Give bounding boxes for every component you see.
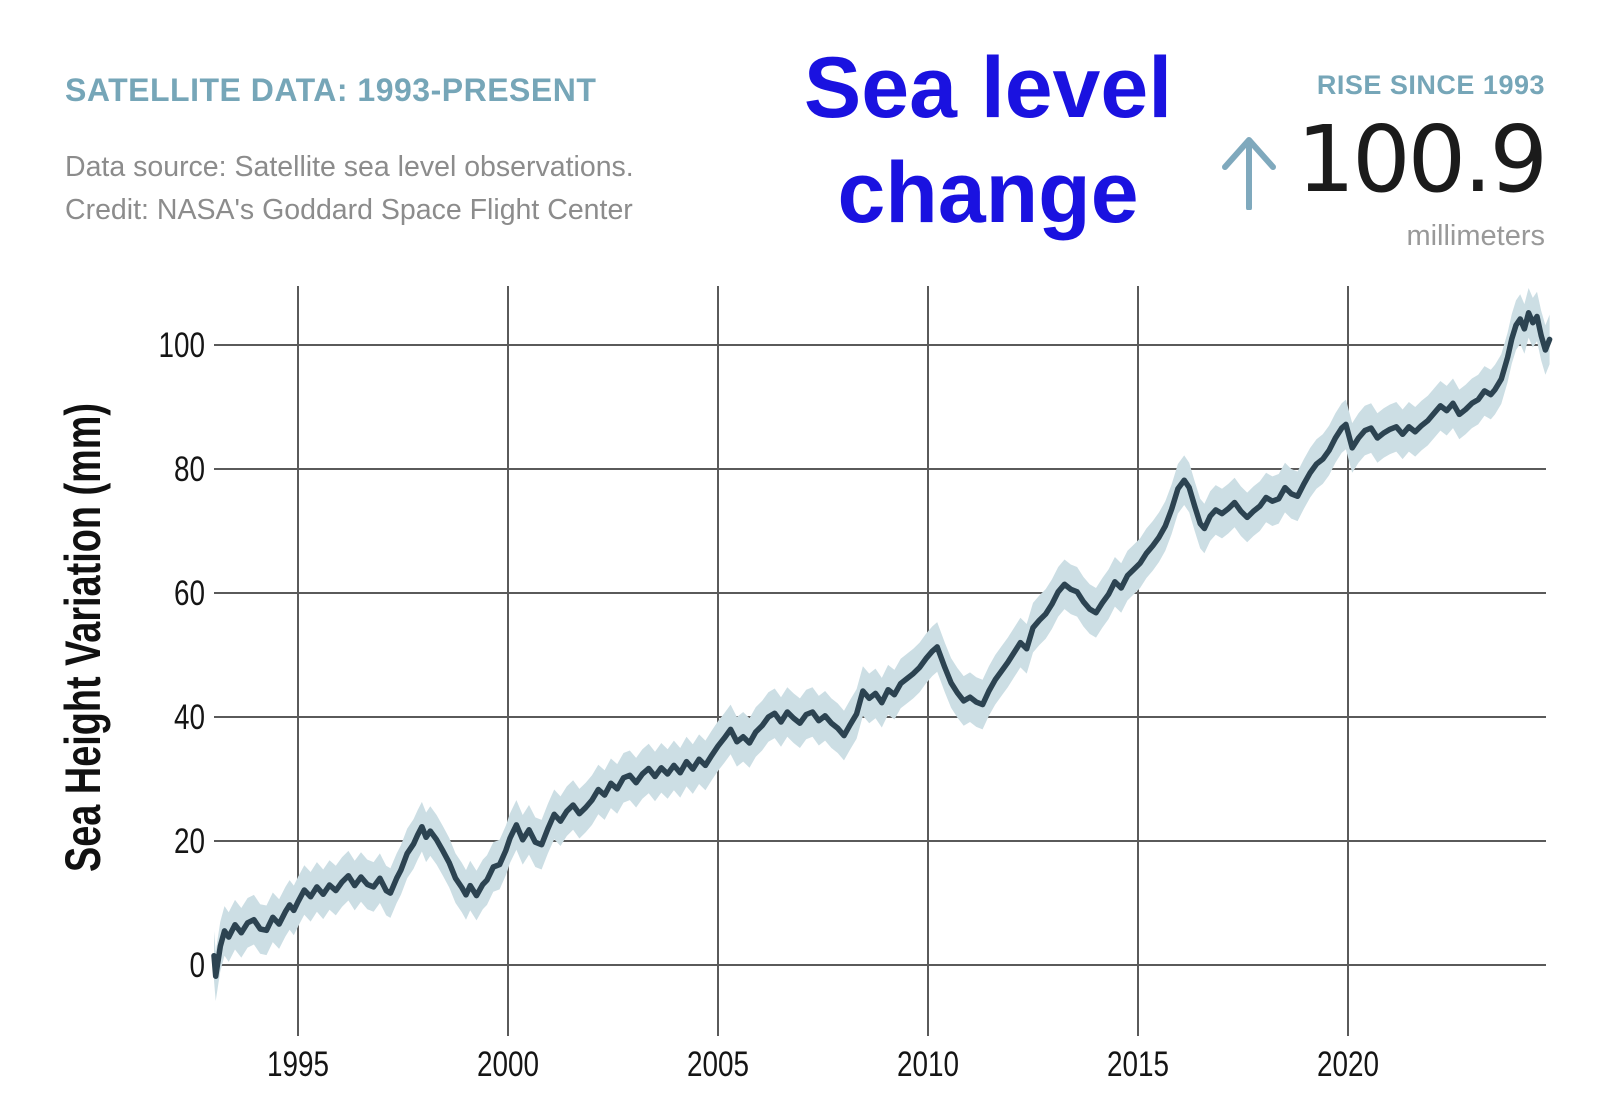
stat-label: RISE SINCE 1993 (1316, 70, 1545, 100)
y-tick-label: 40 (174, 698, 205, 737)
stat-row: 100.9 (1221, 106, 1548, 213)
credit-line: Credit: NASA's Goddard Space Flight Cent… (65, 194, 633, 226)
title-line-2: change (837, 145, 1139, 241)
y-tick-label: 0 (190, 946, 206, 985)
uncertainty-band (214, 288, 1550, 1001)
x-tick-label: 2015 (1107, 1045, 1169, 1084)
title-line-1: Sea level (803, 40, 1173, 136)
y-tick-label: 20 (174, 822, 205, 861)
x-tick-label: 2010 (897, 1045, 959, 1084)
rise-arrow-icon (1221, 137, 1276, 210)
kicker: SATELLITE DATA: 1993-PRESENT (65, 72, 597, 108)
y-tick-label: 80 (174, 450, 205, 489)
data-source-credit: Data source: Satellite sea level observa… (65, 146, 634, 232)
stat-unit: millimeters (1406, 220, 1545, 252)
stat-value: 100.9 (1296, 106, 1548, 213)
x-tick-label: 2020 (1317, 1045, 1379, 1084)
sea-level-line (211, 310, 1553, 979)
y-tick-label: 60 (174, 574, 205, 613)
x-tick-label: 2000 (477, 1045, 539, 1084)
x-tick-label: 1995 (267, 1045, 329, 1084)
y-tick-label: 100 (159, 326, 206, 365)
source-line: Data source: Satellite sea level observa… (65, 151, 634, 183)
x-tick-label: 2005 (687, 1045, 749, 1084)
page-title: Sea level change (588, 36, 1388, 246)
y-axis-title: Sea Height Variation (mm) (55, 403, 111, 872)
